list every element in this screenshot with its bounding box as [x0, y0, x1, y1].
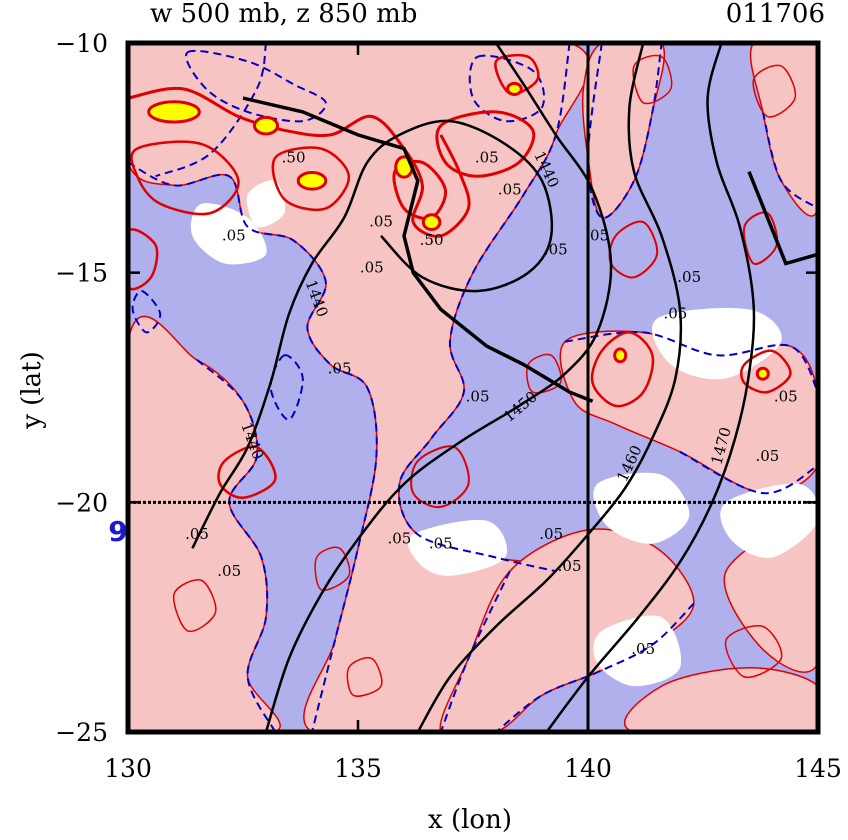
x-tick-label: 140 — [564, 754, 612, 783]
y-axis-label: y (lat) — [17, 351, 47, 430]
neutral-region-6 — [246, 180, 286, 228]
negative-contour-11 — [761, 111, 818, 210]
strong-positive-spot-6 — [613, 347, 628, 364]
thick-lines — [242, 96, 818, 403]
contour-label: .05 — [217, 562, 241, 580]
reference-lines — [128, 43, 818, 732]
contour-label: .05 — [475, 148, 499, 166]
positive-contour-7 — [217, 445, 277, 499]
y-tick-label: −20 — [55, 488, 108, 517]
positive-contour-17 — [314, 546, 351, 591]
contour-label: .05 — [429, 534, 453, 552]
neutral-region-2 — [593, 472, 690, 544]
height-contour-1460 — [416, 43, 683, 732]
positive-contour-8 — [494, 54, 540, 96]
title-left: w 500 mb, z 850 mb — [150, 0, 417, 29]
contour-label: .05 — [585, 227, 609, 245]
positive-contour-5 — [590, 331, 655, 408]
contour-label: .05 — [558, 557, 582, 575]
contour-label: .05 — [755, 447, 779, 465]
x-tick-label: 145 — [794, 754, 842, 783]
neutral-region-0 — [190, 203, 267, 265]
contour-label: .05 — [185, 525, 209, 543]
height-contour-1470 — [545, 43, 756, 732]
contour-label: .05 — [631, 640, 655, 658]
negative-contour-8 — [679, 450, 818, 495]
negative-contour-6 — [586, 43, 663, 219]
positive-contour-18 — [526, 353, 562, 394]
contour-label: .05 — [222, 227, 246, 245]
strong-positive-spot-1 — [253, 115, 279, 136]
strong-positive-spots — [147, 81, 770, 381]
contour-label: .05 — [328, 360, 352, 378]
contour-label: .05 — [360, 259, 384, 277]
negative-contour-5 — [564, 331, 818, 393]
positive-contour-15 — [724, 625, 783, 679]
y-tick-label: −25 — [55, 718, 108, 747]
strong-positive-spot-4 — [421, 213, 442, 231]
x-tick-label: 135 — [334, 754, 382, 783]
y-ticks: −10 −15 −20 −25 — [55, 29, 818, 747]
negative-contour-7 — [196, 359, 277, 732]
contour-label: .05 — [466, 387, 490, 405]
positive-contour-9 — [128, 228, 159, 291]
positive-contour-2 — [435, 110, 536, 178]
contour-label: .05 — [498, 181, 522, 199]
positive-contour-3 — [130, 140, 240, 216]
x-tick-label: 130 — [104, 754, 152, 783]
contour-label: .05 — [539, 525, 563, 543]
strong-positive-spot-2 — [296, 171, 328, 191]
positive-contour-6 — [740, 349, 792, 394]
x-axis-label: x (lon) — [428, 805, 512, 835]
positive-contour-16 — [172, 579, 217, 633]
negative-contour-1 — [468, 54, 546, 123]
positive-contour-14 — [752, 64, 797, 118]
x-ticks: 130 135 140 145 — [104, 43, 842, 783]
contour-label: .05 — [369, 213, 393, 231]
title-right: 011706 — [726, 0, 825, 29]
negative-contour-2 — [128, 161, 378, 732]
contour-label: .05 — [387, 530, 411, 548]
y-tick-label: −15 — [55, 259, 108, 288]
negative-contour-10 — [495, 602, 695, 732]
height-contour-1440 — [191, 119, 554, 549]
y-tick-label: −10 — [55, 29, 108, 58]
plot-frame — [125, 40, 821, 735]
contour-label: .05 — [677, 268, 701, 286]
contour-label: .50 — [282, 148, 306, 166]
negative-contour-4 — [397, 43, 571, 573]
strong-positive-spot-7 — [755, 366, 770, 381]
neutral-region-5 — [407, 519, 508, 576]
negative-contours — [128, 43, 818, 732]
positive-contour-19 — [346, 657, 383, 697]
thick-line-0 — [242, 96, 594, 403]
contour-label: .05 — [774, 387, 798, 405]
contour-label: .50 — [420, 231, 444, 249]
contour-label: .05 — [544, 240, 568, 258]
negative-contour-9 — [439, 570, 511, 732]
strong-positive-spot-0 — [147, 100, 201, 124]
neutral-region-3 — [593, 615, 682, 687]
strong-positive-spot-5 — [506, 81, 523, 96]
negative-contour-0 — [185, 49, 327, 123]
height-contours — [191, 43, 756, 732]
edge-marker-glyph: 9 — [108, 515, 127, 548]
positive-contour-4 — [271, 146, 351, 211]
negative-contour-3 — [155, 43, 267, 178]
positive-contour-13 — [632, 54, 673, 105]
height-contour-1450 — [264, 43, 613, 732]
negative-contour-13 — [131, 290, 162, 334]
positive-contour-1 — [392, 160, 448, 220]
contour-label: .05 — [663, 305, 687, 323]
thick-line-1 — [747, 170, 818, 266]
